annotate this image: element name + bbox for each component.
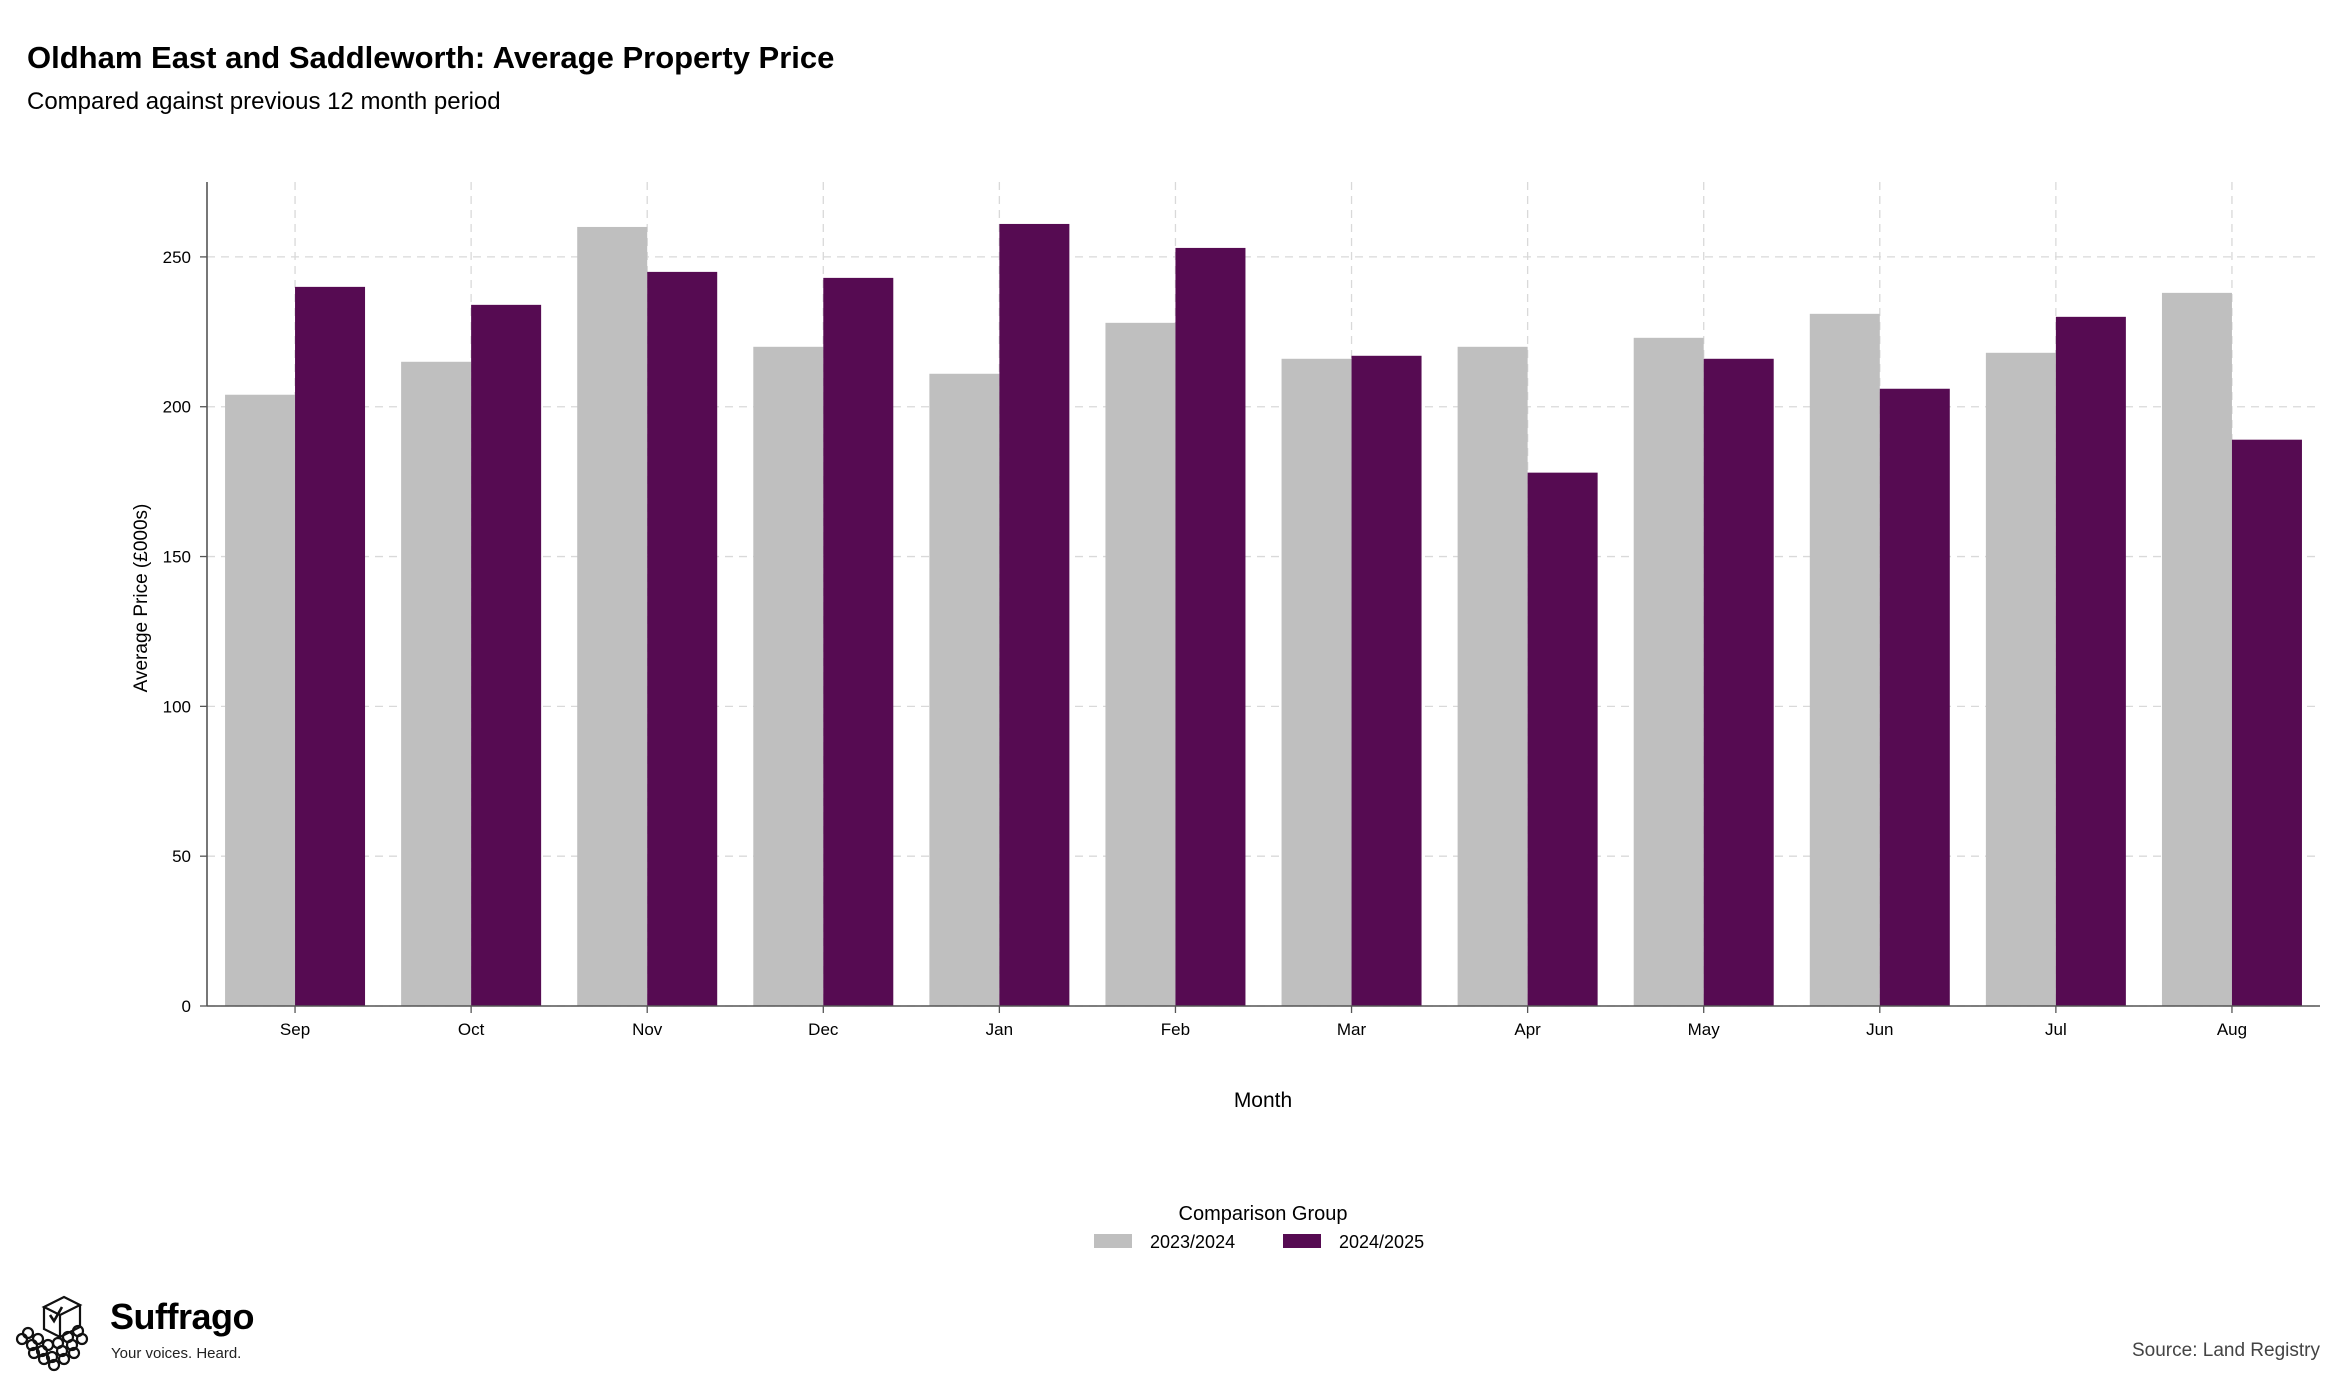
brand-name: Suffrago bbox=[110, 1296, 255, 1337]
ballot-box-icon bbox=[15, 1295, 89, 1372]
bar-apr-2024-2025 bbox=[1527, 472, 1598, 1006]
bar-jul-2023-2024 bbox=[1985, 352, 2056, 1006]
y-tick-label: 150 bbox=[163, 548, 191, 567]
y-tick-label: 100 bbox=[163, 697, 191, 716]
chart-subtitle: Compared against previous 12 month perio… bbox=[27, 88, 501, 115]
chart-title: Oldham East and Saddleworth: Average Pro… bbox=[27, 40, 835, 75]
bar-sep-2024-2025 bbox=[295, 286, 366, 1006]
x-tick-label: May bbox=[1688, 1020, 1721, 1039]
bar-mar-2023-2024 bbox=[1281, 358, 1352, 1006]
x-tick-label: Dec bbox=[808, 1020, 839, 1039]
legend-swatch bbox=[1094, 1234, 1132, 1248]
x-axis-label: Month bbox=[1234, 1089, 1292, 1112]
bar-apr-2023-2024 bbox=[1457, 346, 1528, 1006]
x-tick-label: Jul bbox=[2045, 1020, 2067, 1039]
legend-entry: 2024/2025 bbox=[1339, 1232, 1424, 1252]
brand-logo: Suffrago Your voices. Heard. bbox=[14, 1293, 274, 1377]
bar-jun-2024-2025 bbox=[1879, 388, 1950, 1006]
x-tick-label: Nov bbox=[632, 1020, 663, 1039]
x-tick-label: Sep bbox=[280, 1020, 310, 1039]
y-tick-label: 200 bbox=[163, 398, 191, 417]
bar-sep-2023-2024 bbox=[225, 394, 296, 1006]
x-tick-label: Jan bbox=[986, 1020, 1013, 1039]
y-axis-label: Average Price (£000s) bbox=[131, 504, 152, 693]
bar-oct-2023-2024 bbox=[401, 361, 472, 1006]
x-tick-label: Oct bbox=[458, 1020, 485, 1039]
bars bbox=[225, 223, 2302, 1007]
legend-title: Comparison Group bbox=[1179, 1203, 1348, 1225]
y-tick-label: 250 bbox=[163, 248, 191, 267]
legend-entry: 2023/2024 bbox=[1150, 1232, 1235, 1252]
x-tick-label: Apr bbox=[1514, 1020, 1541, 1039]
brand-tagline: Your voices. Heard. bbox=[111, 1345, 242, 1362]
bar-dec-2024-2025 bbox=[823, 277, 894, 1006]
legend: 2023/2024 2024/2025 bbox=[1094, 1232, 1424, 1252]
bar-nov-2023-2024 bbox=[577, 226, 648, 1007]
bar-mar-2024-2025 bbox=[1351, 355, 1422, 1007]
legend-swatch bbox=[1283, 1234, 1321, 1248]
x-tick-label: Aug bbox=[2217, 1020, 2247, 1039]
bar-jul-2024-2025 bbox=[2055, 316, 2126, 1006]
bar-feb-2024-2025 bbox=[1175, 247, 1246, 1007]
x-tick-label: Feb bbox=[1161, 1020, 1190, 1039]
y-tick-label: 0 bbox=[182, 997, 191, 1016]
bar-may-2023-2024 bbox=[1633, 337, 1704, 1006]
bar-may-2024-2025 bbox=[1703, 358, 1774, 1006]
bar-jun-2023-2024 bbox=[1809, 313, 1880, 1007]
x-tick-label: Jun bbox=[1866, 1020, 1893, 1039]
bar-nov-2024-2025 bbox=[647, 271, 718, 1007]
bar-aug-2024-2025 bbox=[2231, 439, 2302, 1007]
bar-jan-2023-2024 bbox=[929, 373, 1000, 1006]
bar-feb-2023-2024 bbox=[1105, 322, 1176, 1006]
bar-oct-2024-2025 bbox=[471, 304, 542, 1006]
x-tick-label: Mar bbox=[1337, 1020, 1367, 1039]
bar-dec-2023-2024 bbox=[753, 346, 824, 1006]
bar-jan-2024-2025 bbox=[999, 223, 1070, 1006]
y-tick-label: 50 bbox=[172, 847, 191, 866]
bar-aug-2023-2024 bbox=[2161, 292, 2232, 1006]
source-note: Source: Land Registry bbox=[2132, 1340, 2320, 1361]
axes: 0 50 100 150 200 250 Sep Oct Nov Dec Jan Feb Mar Apr M… bbox=[163, 182, 2320, 1039]
